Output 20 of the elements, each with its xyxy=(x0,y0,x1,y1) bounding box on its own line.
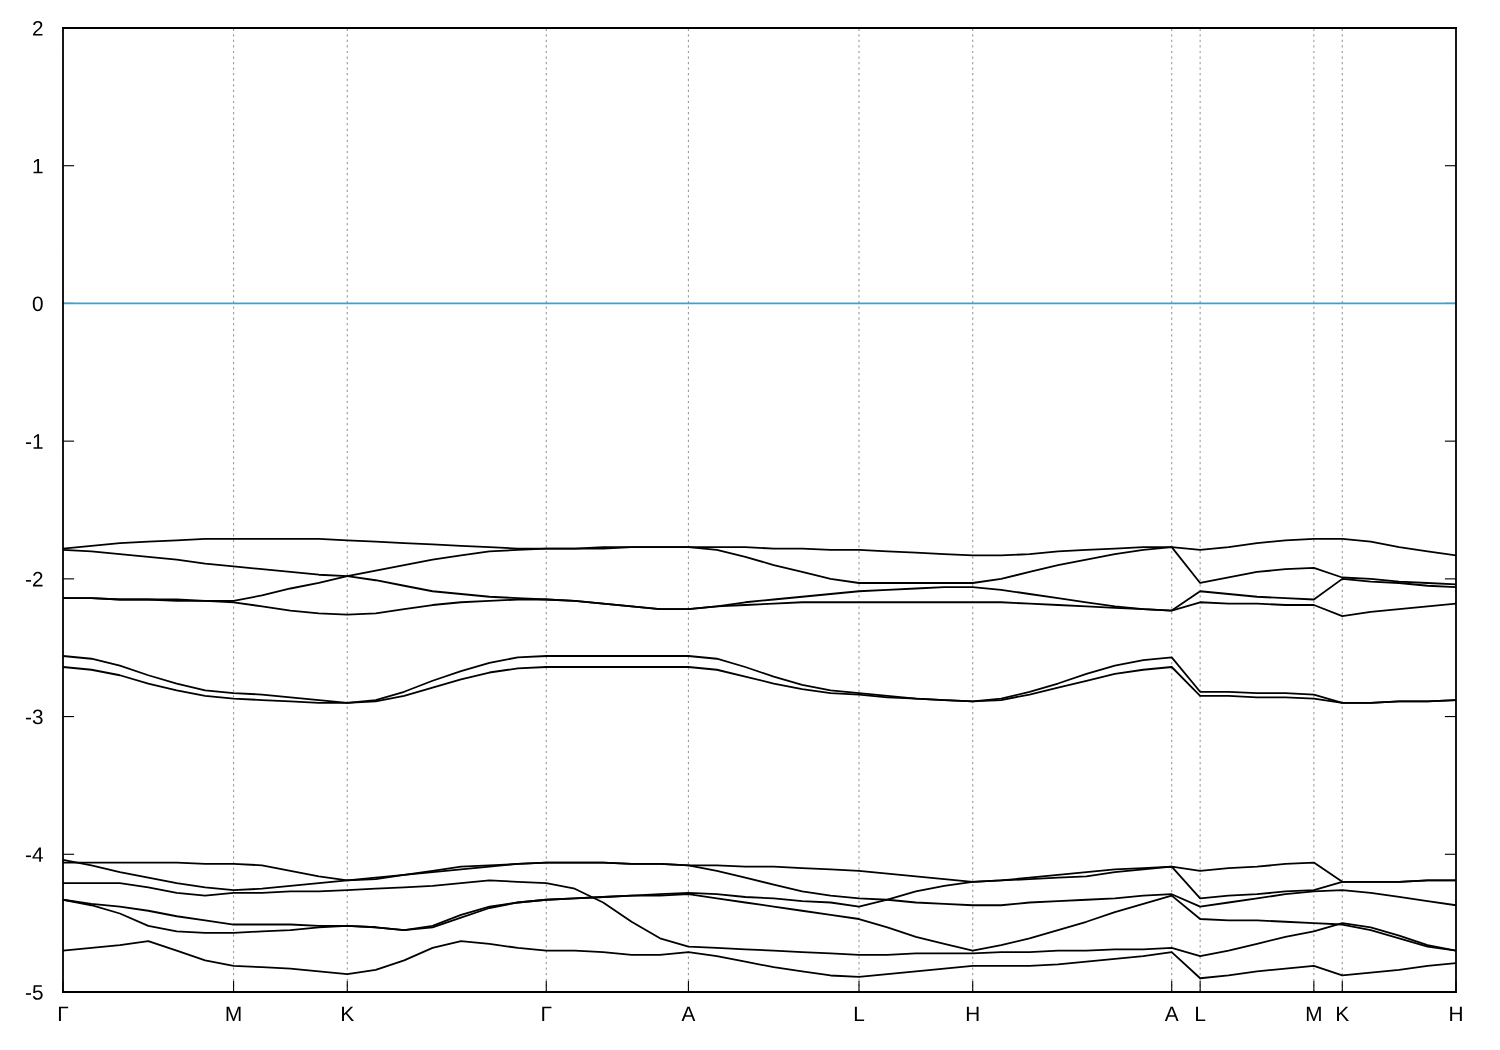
x-tick-label: M xyxy=(226,1006,241,1021)
x-tick-label: Γ xyxy=(58,1006,69,1021)
y-tick-label: 2 xyxy=(33,21,43,36)
x-tick-label: Γ xyxy=(542,1006,552,1021)
x-tick-label: M xyxy=(1306,1006,1321,1021)
y-tick-label: -4 xyxy=(25,847,43,862)
x-tick-label: L xyxy=(1196,1006,1206,1021)
y-tick-label: -2 xyxy=(25,571,43,587)
x-tick-label: K xyxy=(342,1006,354,1021)
y-tick-label: -1 xyxy=(25,434,43,449)
x-tick-label: H xyxy=(966,1006,979,1021)
x-tick-label: A xyxy=(681,1006,696,1021)
x-tick-label: L xyxy=(854,1006,865,1021)
y-tick-label: 1 xyxy=(33,158,43,174)
y-tick-label: -5 xyxy=(25,985,43,1000)
x-tick-label: A xyxy=(1164,1006,1179,1021)
x-tick-label: K xyxy=(1337,1006,1349,1021)
y-tick-label: -3 xyxy=(25,709,43,725)
y-tick-label: 0 xyxy=(32,296,43,312)
x-tick-label: H xyxy=(1450,1006,1462,1021)
